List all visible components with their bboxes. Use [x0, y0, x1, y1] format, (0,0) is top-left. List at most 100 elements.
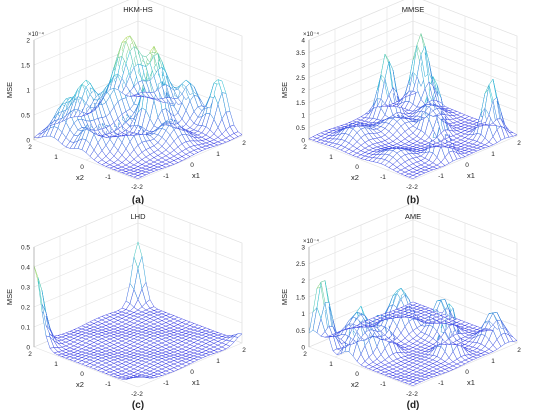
z-exponent-label: ×10⁻⁴	[28, 31, 44, 38]
panel-label: (d)	[407, 400, 420, 411]
z-tick-label: 1	[301, 113, 305, 120]
z-tick-label: 0.5	[21, 245, 30, 252]
x2-axis-label: x2	[76, 173, 84, 182]
z-tick-label: 3	[301, 245, 305, 252]
x2-tick-label: 2	[28, 351, 32, 358]
floor-grid	[412, 342, 518, 388]
surface-mesh	[33, 35, 243, 179]
z-tick-label: 1.5	[21, 63, 30, 70]
surface-panel-3: 0 0.1 0.2 0.3 0.4 0.5 MSE -2 -1 0 1 2 x1 -2 -1 0 1 2 x2 LHD	[5, 202, 246, 398]
z-tick-label: 0.5	[21, 113, 30, 120]
x1-tick-label: 0	[190, 369, 194, 376]
z-tick-label: 3.5	[296, 50, 305, 57]
floor-grid	[137, 342, 243, 388]
x1-axis-label: x1	[467, 171, 475, 180]
z-exponent-label: ×10⁻⁴	[303, 31, 319, 38]
x1-tick-label: 2	[517, 347, 521, 354]
x2-tick-label: -1	[105, 174, 111, 181]
panel-title: HKM-HS	[123, 5, 153, 14]
z-tick-label: 0.1	[21, 325, 30, 332]
x2-axis-label: x2	[351, 380, 359, 389]
z-tick-label: 2.5	[296, 75, 305, 82]
z-tick-label: 2	[301, 278, 305, 285]
x1-tick-label: 0	[465, 369, 469, 376]
x1-tick-label: -2	[137, 184, 143, 191]
x1-tick-label: 0	[190, 162, 194, 169]
x2-tick-label: 0	[80, 371, 84, 378]
floor-grid	[412, 135, 518, 181]
x2-tick-label: 2	[303, 144, 307, 151]
z-tick-label: 0	[301, 138, 305, 145]
x1-tick-label: -1	[163, 380, 169, 387]
x1-tick-label: 2	[517, 140, 521, 147]
x2-tick-label: -2	[406, 184, 412, 191]
x2-tick-label: 0	[355, 164, 359, 171]
z-tick-label: 1	[26, 88, 30, 95]
z-tick-label: 2	[26, 38, 30, 45]
z-tick-label: 0.5	[296, 328, 305, 335]
x1-tick-label: 2	[242, 140, 246, 147]
panel-title: AME	[405, 212, 421, 221]
x1-tick-label: 1	[216, 151, 220, 158]
z-tick-label: 2	[301, 88, 305, 95]
x2-tick-label: -1	[380, 174, 386, 181]
z-tick-label: 1.5	[296, 100, 305, 107]
x1-tick-label: 1	[216, 358, 220, 365]
z-tick-label: 0.2	[21, 305, 30, 312]
surface-panel-4: 0 0.5 1 1.5 2 2.5 3 MSE ×10⁻⁴ -2 -1 0 1 2 x1 -2 -1 0 1 2 x2 A…	[280, 202, 521, 398]
panel-label: (b)	[407, 195, 420, 206]
x2-tick-label: -2	[131, 184, 137, 191]
x2-tick-label: 0	[80, 164, 84, 171]
floor-grid	[137, 135, 243, 181]
z-axis-label: MSE	[280, 82, 289, 98]
surface-mesh	[308, 279, 518, 386]
surface-cell	[233, 131, 243, 137]
z-axis-label: MSE	[5, 82, 14, 98]
surface-cell	[233, 333, 243, 338]
surface-panel-1: 0 0.5 1 1.5 2 MSE ×10⁻⁴ -2 -1 0 1 2 x1 -2 -1 0 1 2 x2 HKM-H…	[5, 0, 246, 191]
z-tick-label: 0	[26, 138, 30, 145]
surface-mesh	[33, 240, 243, 380]
panel-title: LHD	[130, 212, 146, 221]
x2-tick-label: -1	[105, 381, 111, 388]
x1-axis-label: x1	[467, 378, 475, 387]
z-grid-line	[33, 0, 243, 41]
z-tick-label: 0.5	[296, 125, 305, 132]
panel-label: (a)	[132, 195, 144, 206]
x1-axis-label: x1	[192, 378, 200, 387]
z-tick-label: 3	[301, 63, 305, 70]
x2-tick-label: 1	[54, 154, 58, 161]
z-tick-label: 4	[301, 38, 305, 45]
x1-axis-label: x1	[192, 171, 200, 180]
surface-cell	[508, 334, 518, 342]
panel-title: MMSE	[402, 5, 425, 14]
z-exponent-label: ×10⁻⁴	[303, 238, 319, 245]
x2-axis-label: x2	[76, 380, 84, 389]
x2-tick-label: 1	[54, 361, 58, 368]
x2-axis-label: x2	[351, 173, 359, 182]
x1-tick-label: -2	[137, 391, 143, 398]
x2-tick-label: -1	[380, 381, 386, 388]
z-axis-label: MSE	[280, 289, 289, 305]
z-grid-line	[308, 0, 518, 41]
x1-tick-label: -2	[412, 391, 418, 398]
surface-mesh	[308, 32, 518, 179]
x2-tick-label: 1	[329, 154, 333, 161]
x2-tick-label: 0	[355, 371, 359, 378]
x1-tick-label: 1	[491, 151, 495, 158]
x1-tick-label: 2	[242, 347, 246, 354]
x1-tick-label: 1	[491, 358, 495, 365]
x1-tick-label: -1	[438, 380, 444, 387]
z-tick-label: 0.4	[21, 265, 30, 272]
z-tick-label: 1.5	[296, 295, 305, 302]
z-tick-label: 1	[301, 311, 305, 318]
z-tick-label: 0	[26, 345, 30, 352]
x2-tick-label: 2	[303, 351, 307, 358]
x2-tick-label: -2	[131, 391, 137, 398]
panel-label: (c)	[132, 400, 144, 411]
z-tick-label: 0.3	[21, 285, 30, 292]
surface-panel-2: 0 0.5 1 1.5 2 2.5 3 3.5 4 MSE ×10⁻⁴ -2 -1 0 1 2 x1 -2 -1 0 1…	[280, 0, 521, 191]
x1-tick-label: -1	[438, 173, 444, 180]
z-axis-label: MSE	[5, 289, 14, 305]
